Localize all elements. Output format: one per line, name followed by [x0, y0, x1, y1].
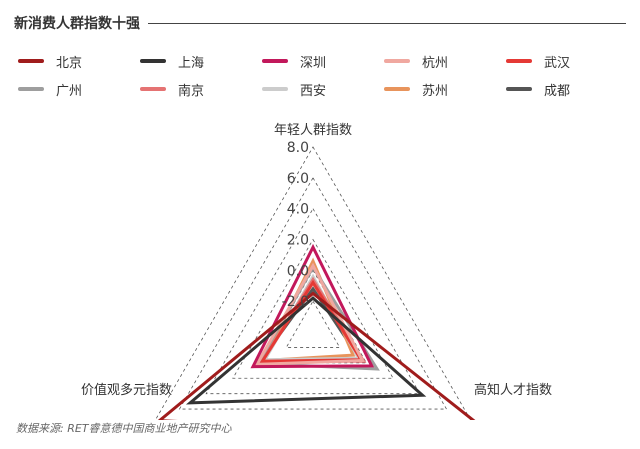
- legend-label: 苏州: [422, 83, 449, 99]
- axis-label: 年轻人群指数: [274, 123, 352, 138]
- legend-item: 武汉: [506, 54, 628, 71]
- legend-item: 南京: [140, 82, 262, 99]
- legend-item: 上海: [140, 54, 262, 71]
- legend-label: 上海: [178, 55, 205, 71]
- legend-label: 杭州: [422, 55, 449, 71]
- legend-item: 北京: [18, 54, 140, 71]
- series-line-上海: [185, 296, 427, 405]
- legend-item: 杭州: [384, 54, 506, 71]
- chart-header: 新消费人群指数十强: [14, 10, 626, 36]
- tick-label: 4.0: [287, 202, 309, 218]
- legend-swatch: [262, 59, 288, 63]
- legend-swatch: [140, 59, 166, 63]
- legend-item: 成都: [506, 82, 628, 99]
- source-note: 数据来源: RET睿意德中国商业地产研究中心: [16, 422, 232, 435]
- legend-label: 深圳: [300, 55, 327, 71]
- legend-swatch: [384, 87, 410, 91]
- legend-swatch: [140, 87, 166, 91]
- title-divider: [148, 22, 626, 24]
- legend-swatch: [18, 87, 44, 91]
- legend-item: 苏州: [384, 82, 506, 99]
- tick-label: 6.0: [287, 171, 309, 187]
- series-line-北京: [157, 291, 476, 420]
- tick-label: 2.0: [287, 233, 309, 249]
- chart-title: 新消费人群指数十强: [14, 16, 140, 32]
- legend-swatch: [384, 59, 410, 63]
- series-line-深圳: [250, 243, 375, 369]
- grid-ring: [232, 238, 394, 379]
- grid-ring: [178, 177, 448, 410]
- legend-label: 成都: [544, 83, 571, 99]
- legend-item: 广州: [18, 82, 140, 99]
- legend-swatch: [262, 87, 288, 91]
- legend-swatch: [506, 59, 532, 63]
- legend-label: 西安: [300, 83, 327, 99]
- legend-label: 武汉: [544, 55, 571, 71]
- grid-ring: [285, 300, 341, 348]
- legend: 北京 上海 深圳 杭州 武汉广州 南京 西安 苏州 成都: [18, 54, 628, 99]
- legend-item: 深圳: [262, 54, 384, 71]
- legend-label: 南京: [178, 83, 205, 99]
- axis-label: 高知人才指数: [474, 382, 552, 398]
- legend-item: 西安: [262, 82, 384, 99]
- legend-swatch: [18, 59, 44, 63]
- legend-swatch: [506, 87, 532, 91]
- tick-label: 8.0: [287, 140, 309, 156]
- legend-label: 北京: [56, 55, 83, 71]
- tick-label: 0.0: [287, 263, 309, 279]
- tick-label: -2.0: [282, 294, 309, 310]
- legend-label: 广州: [56, 83, 83, 99]
- grid-ring: [205, 207, 421, 395]
- axis-label: 价值观多元指数: [81, 382, 172, 398]
